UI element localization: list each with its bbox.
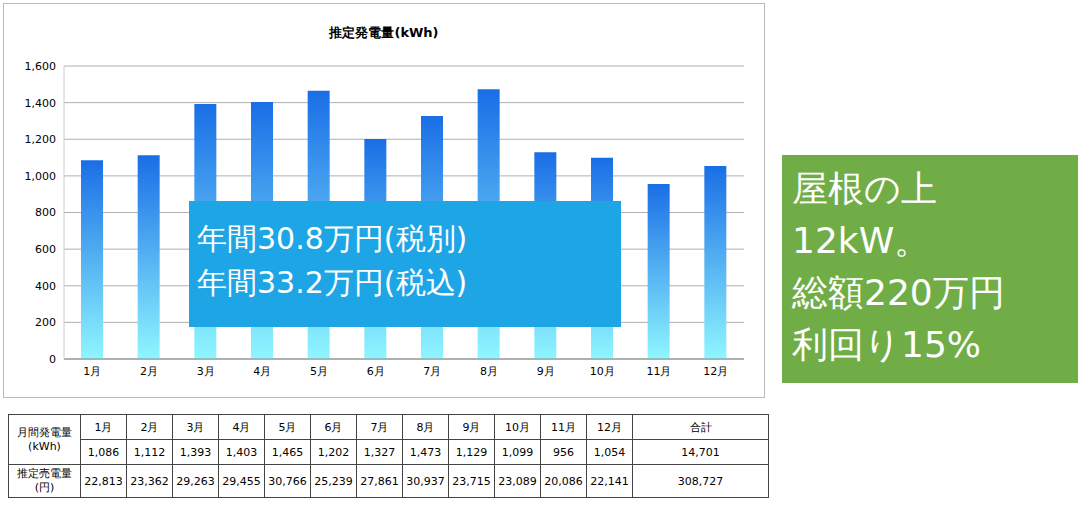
html-text:1,086: 1,086 [87,445,120,459]
html-text:8月: 8月 [416,420,435,434]
html-text:1,129: 1,129 [455,445,488,459]
html-text:4月: 4月 [232,420,251,434]
svg-text:9月: 9月 [537,365,555,378]
html-text:年間33.2万円(税込): 年間33.2万円(税込) [197,265,468,300]
html-text:1,202: 1,202 [317,445,350,459]
html-text:推定売電量(円): 推定売電量(円) [17,467,72,494]
svg-text:6月: 6月 [367,365,385,378]
svg-text:3月: 3月 [197,365,215,378]
html-text:23,362: 23,362 [130,474,169,488]
html-text:23,715: 23,715 [452,474,491,488]
html-text:11月: 11月 [551,420,576,434]
html-text:1月: 1月 [94,420,113,434]
svg-text:11月: 11月 [647,365,672,378]
svg-text:8月: 8月 [480,365,498,378]
html-text:30,766: 30,766 [268,474,307,488]
svg-text:10月: 10月 [590,365,615,378]
html-text:月間発電量(kWh): 月間発電量(kWh) [17,425,72,453]
svg-text:1,400: 1,400 [25,97,57,110]
html-text:年間30.8万円(税別): 年間30.8万円(税別) [197,221,468,256]
svg-text:4月: 4月 [253,365,271,378]
svg-text:12月: 12月 [703,365,728,378]
html-text:1,473: 1,473 [409,445,442,459]
html-text:14,701: 14,701 [681,445,720,459]
html-text:1,099: 1,099 [501,445,534,459]
svg-text:600: 600 [35,243,56,256]
html-text:1,054: 1,054 [593,445,626,459]
svg-text:2月: 2月 [140,365,158,378]
html-text:22,813: 22,813 [84,474,123,488]
html-text:推定発電量(kWh): 推定発電量(kWh) [329,25,439,40]
html-text:3月: 3月 [186,420,205,434]
html-text:30,937: 30,937 [406,474,445,488]
html-text:20,086: 20,086 [544,474,583,488]
html-text:1,465: 1,465 [271,445,304,459]
svg-text:7月: 7月 [423,365,441,378]
html-text:2月: 2月 [140,420,159,434]
svg-text:0: 0 [49,353,56,366]
html-text:合計: 合計 [689,420,712,434]
html-text:23,089: 23,089 [498,474,537,488]
svg-text:5月: 5月 [310,365,328,378]
html-text:屋根の上: 屋根の上 [792,168,937,209]
svg-text:1,000: 1,000 [25,170,57,183]
html-text:29,263: 29,263 [176,474,215,488]
html-text:総額220万円: 総額220万円 [792,272,1005,313]
html-text:22,141: 22,141 [590,474,629,488]
html-text:27,861: 27,861 [360,474,399,488]
html-text:9月: 9月 [462,420,481,434]
html-text:12kW。: 12kW。 [792,220,931,261]
svg-text:200: 200 [35,316,56,329]
html-text:29,455: 29,455 [222,474,261,488]
html-text:25,239: 25,239 [314,474,353,488]
svg-text:1月: 1月 [83,365,101,378]
svg-text:800: 800 [35,206,56,219]
html-text:1,403: 1,403 [225,445,258,459]
html-text:1,112: 1,112 [133,445,166,459]
html-text:10月: 10月 [505,420,530,434]
html-text:12月: 12月 [597,420,622,434]
html-text:1,327: 1,327 [363,445,396,459]
html-text:5月: 5月 [278,420,297,434]
svg-text:400: 400 [35,280,56,293]
svg-text:1,600: 1,600 [25,60,57,73]
html-text:利回り15%: 利回り15% [792,324,981,365]
html-text:7月: 7月 [370,420,389,434]
html-text:6月: 6月 [324,420,343,434]
html-text:956: 956 [553,445,574,459]
html-text:308,727: 308,727 [677,474,724,488]
svg-text:1,200: 1,200 [25,133,57,146]
html-text:1,393: 1,393 [179,445,212,459]
